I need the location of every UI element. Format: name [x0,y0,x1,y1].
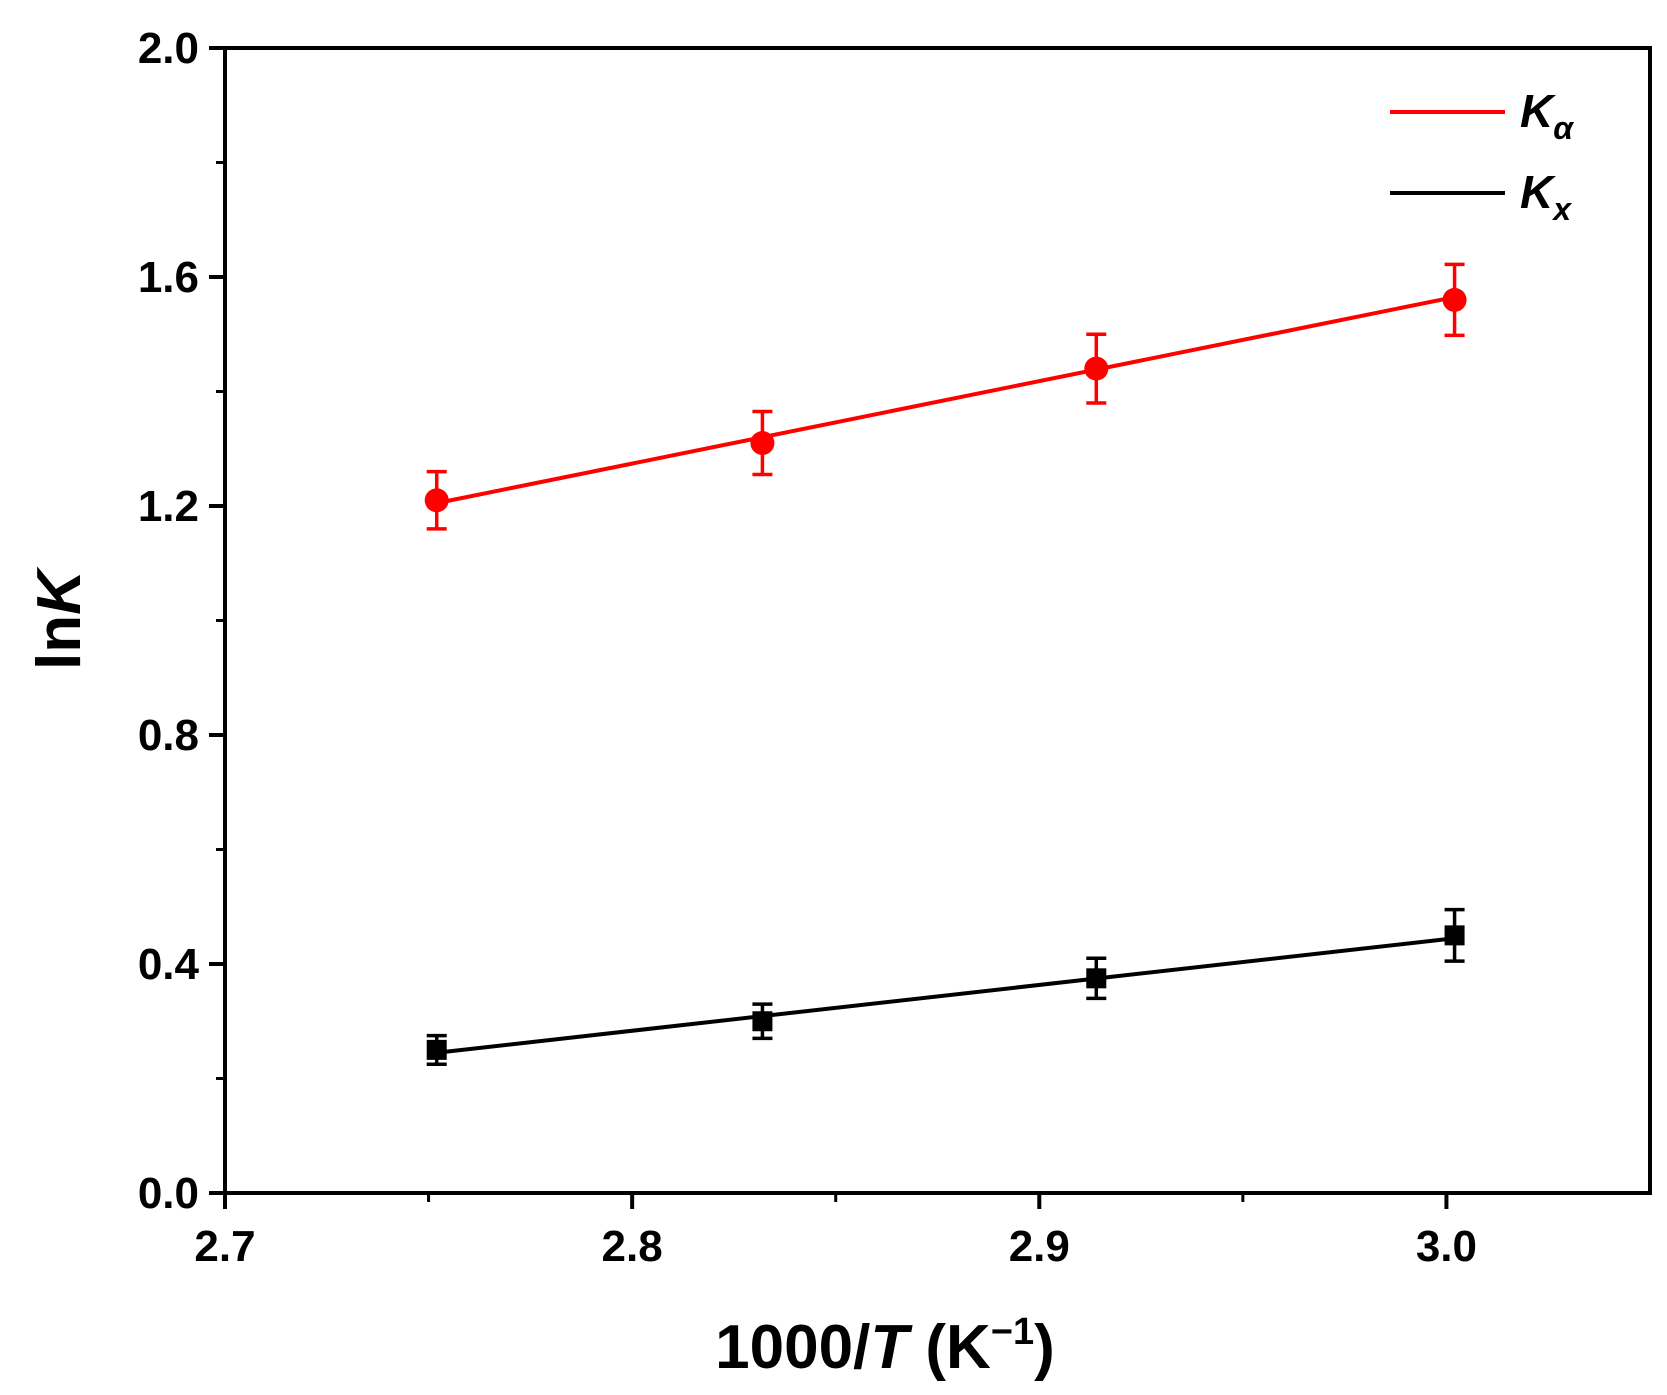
x-tick-label: 3.0 [1416,1222,1477,1271]
data-point [1444,925,1465,946]
x-tick-label: 2.7 [194,1222,255,1271]
y-tick-label: 0.8 [138,711,199,760]
x-tick-label: 2.8 [602,1222,663,1271]
y-tick-label: 2.0 [138,24,199,73]
y-tick-label: 0.0 [138,1169,199,1218]
data-point [426,1039,447,1060]
y-axis-label: lnK [25,566,94,670]
x-axis-label: 1000/T (K−1) [715,1311,1055,1382]
series-1 [426,907,1465,1066]
fit-line [436,295,1455,506]
x-tick-label: 2.9 [1009,1222,1070,1271]
legend-label-k-alpha: Kα [1520,85,1574,146]
axis-ticks: 2.7 2.8 2.9 3.0 0.0 0.4 0.8 1.2 1.6 2.0 [138,24,1477,1271]
y-tick-label: 1.6 [138,253,199,302]
data-point [424,488,449,513]
data-point [750,431,775,456]
y-tick-label: 1.2 [138,482,199,531]
y-tick-label: 0.4 [138,940,200,989]
fit-line [436,936,1455,1055]
legend: Kα Kx [1390,85,1574,227]
data-point [1442,287,1467,312]
data-point [1086,968,1107,989]
data-point [1084,356,1109,381]
legend-label-k-x: Kx [1520,166,1572,227]
series-layer [424,262,1467,1066]
data-point [752,1011,773,1032]
plot-frame [223,46,1652,1195]
series-0 [424,262,1467,531]
